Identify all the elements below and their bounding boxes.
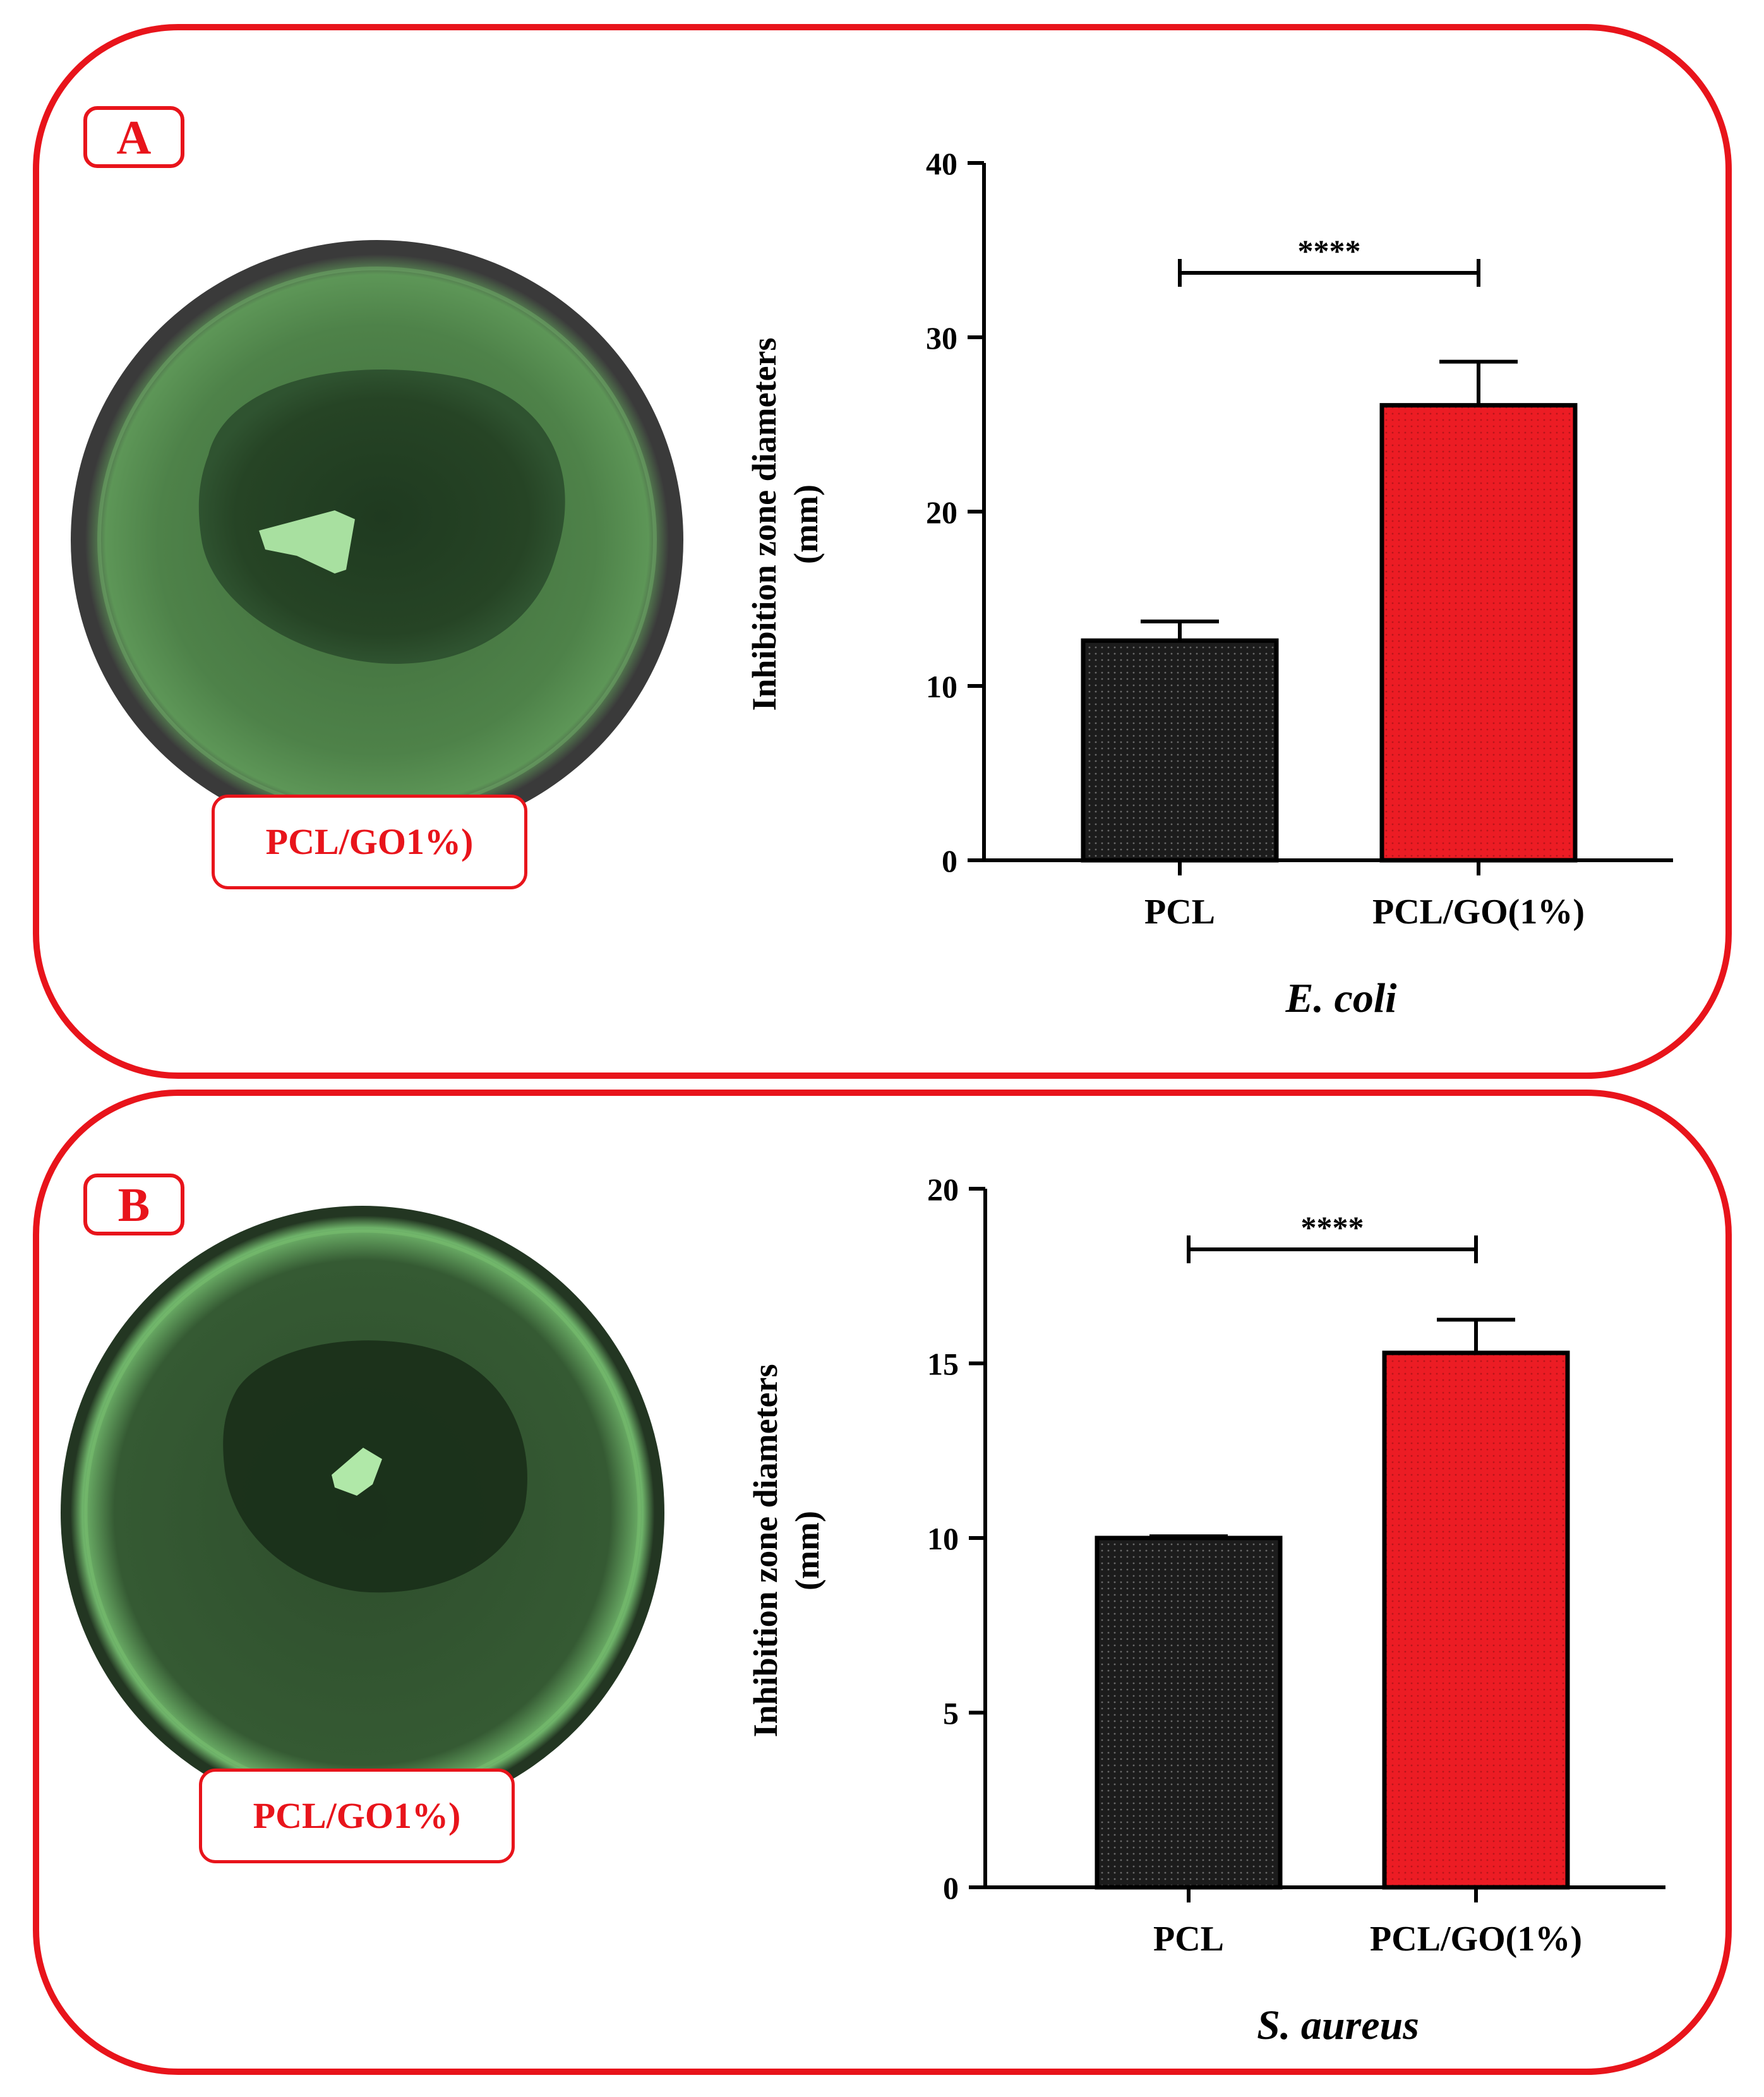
y-tick-label-a-0: 0 [942, 843, 957, 879]
x-tick-label-b-1: PCL/GO(1%) [1370, 1920, 1582, 1959]
panel-letter-a: A [83, 106, 184, 168]
sample-fragment-a [259, 510, 355, 574]
panel-letter-b: B [83, 1174, 184, 1235]
y-tick-label-b-0: 0 [943, 1870, 959, 1906]
bar-a-1 [1379, 403, 1578, 863]
dish-label-b: PCL/GO1%) [199, 1769, 515, 1863]
petri-dish-b [61, 1206, 664, 1820]
y-tick-label-b-4: 20 [927, 1172, 959, 1207]
chart-b: 0 5 10 15 20 PCL PCL/GO(1%) **** Inhibition zone… [747, 1172, 1665, 2048]
x-tick-label-a-0: PCL [1144, 892, 1215, 932]
y-axis-label-a: Inhibition zone diameters [745, 337, 783, 711]
dish-label-a: PCL/GO1%) [212, 795, 527, 889]
x-tick-label-a-1: PCL/GO(1%) [1372, 892, 1585, 932]
y-tick-label-b-3: 15 [927, 1347, 959, 1382]
bar-b-1 [1382, 1350, 1570, 1890]
y-tick-label-a-3: 30 [926, 320, 957, 356]
x-axis-label-b: S. aureus [1257, 2002, 1419, 2048]
petri-dish-a [71, 240, 683, 840]
chart-a: 0 10 20 30 40 PCL PCL/GO(1%) **** Inhibition zon… [745, 146, 1673, 1021]
x-axis-label-a: E. coli [1285, 975, 1398, 1021]
y-tick-label-a-4: 40 [926, 146, 957, 181]
bar-a-0 [1081, 638, 1279, 863]
y-axis-label-b: Inhibition zone diameters [747, 1364, 784, 1737]
y-axis-unit-a: (mm) [787, 484, 825, 564]
x-tick-label-b-0: PCL [1153, 1920, 1224, 1959]
significance-label-b: **** [1301, 1210, 1364, 1245]
y-tick-label-b-2: 10 [927, 1521, 959, 1556]
y-tick-label-a-1: 10 [926, 669, 957, 704]
bar-b-0 [1095, 1535, 1283, 1890]
sample-fragment-b [332, 1448, 382, 1496]
y-axis-unit-b: (mm) [788, 1511, 826, 1590]
inhibition-zone-a [198, 370, 565, 664]
y-tick-label-a-2: 20 [926, 495, 957, 530]
y-tick-label-b-1: 5 [943, 1696, 959, 1731]
significance-label-a: **** [1298, 233, 1361, 268]
